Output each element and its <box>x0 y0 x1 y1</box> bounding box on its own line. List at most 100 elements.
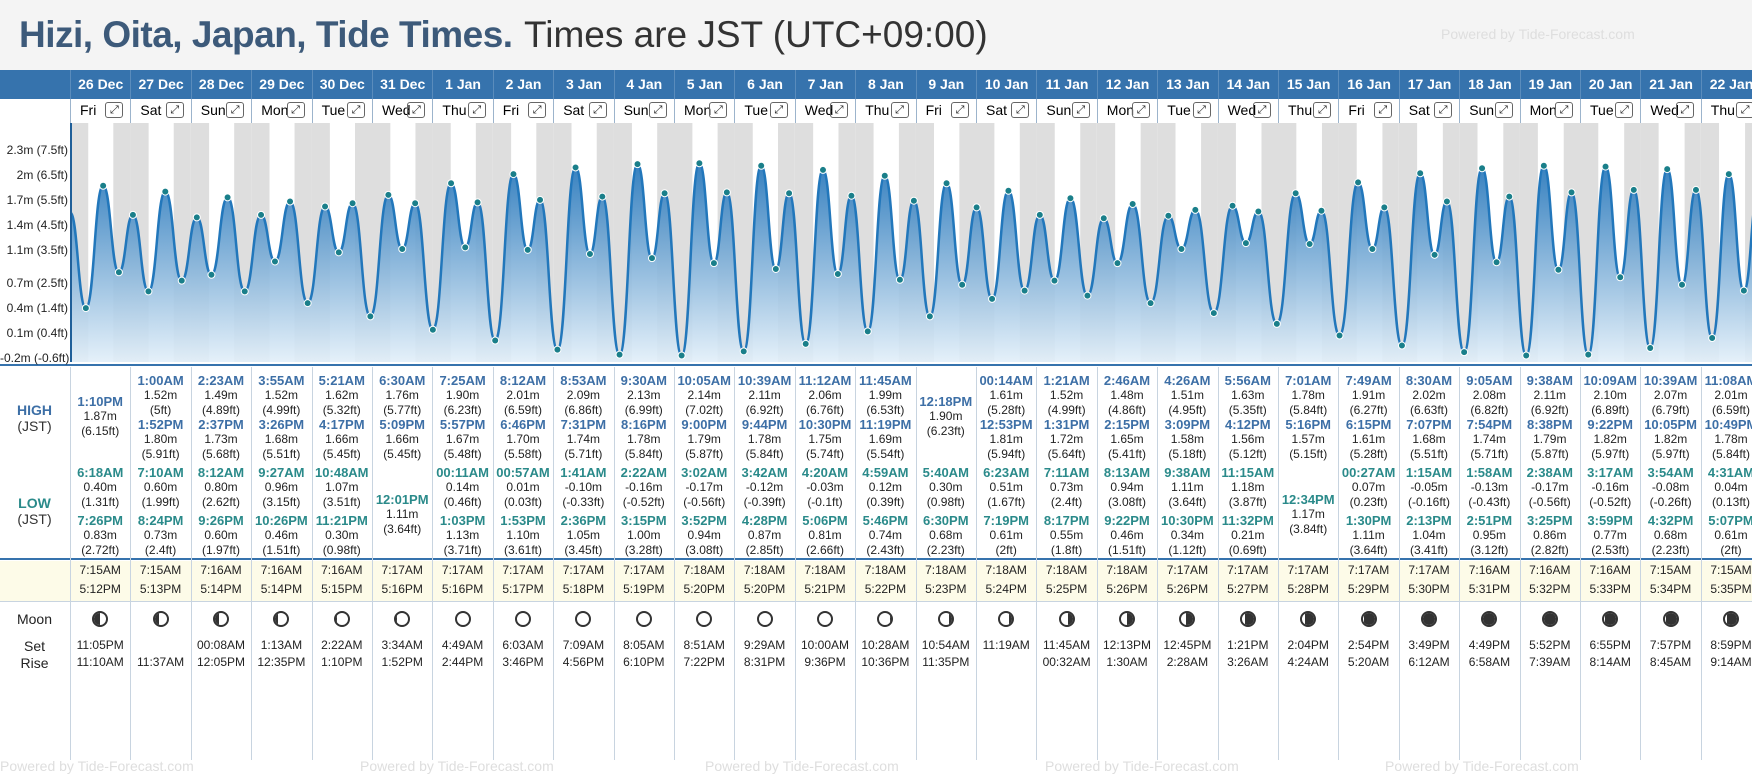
tide-point[interactable] <box>177 276 186 285</box>
expand-icon[interactable]: ⤢ <box>346 102 365 118</box>
tide-point[interactable] <box>1113 259 1122 268</box>
tide-point[interactable] <box>1354 178 1363 187</box>
powered-by-bottom-2[interactable]: Powered by Tide-Forecast.com <box>360 758 554 774</box>
tide-point[interactable] <box>1646 344 1655 353</box>
expand-icon[interactable]: ⤢ <box>1132 102 1151 118</box>
expand-icon[interactable]: ⤢ <box>226 102 245 118</box>
tide-point[interactable] <box>1505 192 1514 201</box>
tide-point[interactable] <box>1492 258 1501 267</box>
tide-point[interactable] <box>447 179 456 188</box>
tide-point[interactable] <box>1397 341 1406 350</box>
tide-point[interactable] <box>128 210 137 219</box>
tide-point[interactable] <box>461 243 470 252</box>
tide-point[interactable] <box>473 198 482 207</box>
expand-icon[interactable]: ⤢ <box>407 102 426 118</box>
tide-point[interactable] <box>1739 286 1748 295</box>
tide-point[interactable] <box>1416 169 1425 178</box>
tide-point[interactable] <box>398 244 407 253</box>
tide-point[interactable] <box>1177 244 1186 253</box>
tide-point[interactable] <box>366 312 375 321</box>
expand-icon[interactable]: ⤢ <box>1675 102 1694 118</box>
tide-point[interactable] <box>895 275 904 284</box>
tide-point[interactable] <box>161 187 170 196</box>
tide-point[interactable] <box>1146 299 1155 308</box>
tide-point[interactable] <box>509 170 518 179</box>
tide-point[interactable] <box>1539 161 1548 170</box>
tide-point[interactable] <box>1035 210 1044 219</box>
tide-point[interactable] <box>1128 200 1137 209</box>
expand-icon[interactable]: ⤢ <box>1071 102 1090 118</box>
tide-point[interactable] <box>1164 211 1173 220</box>
tide-point[interactable] <box>1020 286 1029 295</box>
expand-icon[interactable]: ⤢ <box>1736 102 1752 118</box>
tide-point[interactable] <box>99 181 108 190</box>
tide-point[interactable] <box>585 249 594 258</box>
tide-point[interactable] <box>257 210 266 219</box>
tide-point[interactable] <box>1522 351 1531 360</box>
tide-point[interactable] <box>722 188 731 197</box>
tide-point[interactable] <box>1691 185 1700 194</box>
tide-point[interactable] <box>1254 207 1263 216</box>
tide-point[interactable] <box>1083 291 1092 300</box>
tide-point[interactable] <box>1724 170 1733 179</box>
tide-point[interactable] <box>411 199 420 208</box>
tide-point[interactable] <box>633 160 642 169</box>
tide-point[interactable] <box>818 165 827 174</box>
tide-point[interactable] <box>1567 188 1576 197</box>
tide-point[interactable] <box>321 202 330 211</box>
tide-point[interactable] <box>207 270 216 279</box>
tide-point[interactable] <box>1050 276 1059 285</box>
tide-point[interactable] <box>757 161 766 170</box>
tide-point[interactable] <box>1554 265 1563 274</box>
tide-point[interactable] <box>1663 165 1672 174</box>
tide-point[interactable] <box>1228 201 1237 210</box>
expand-icon[interactable]: ⤢ <box>467 102 486 118</box>
expand-icon[interactable]: ⤢ <box>286 102 305 118</box>
tide-point[interactable] <box>677 351 686 360</box>
expand-icon[interactable]: ⤢ <box>528 102 547 118</box>
tide-point[interactable] <box>660 189 669 198</box>
powered-by-bottom-4[interactable]: Powered by Tide-Forecast.com <box>1045 758 1239 774</box>
tide-point[interactable] <box>428 325 437 334</box>
tide-point[interactable] <box>270 257 279 266</box>
tide-point[interactable] <box>801 339 810 348</box>
tide-point[interactable] <box>615 350 624 359</box>
tide-point[interactable] <box>1430 250 1439 259</box>
tide-point[interactable] <box>81 304 90 313</box>
expand-icon[interactable]: ⤢ <box>1373 102 1392 118</box>
tide-point[interactable] <box>942 179 951 188</box>
expand-icon[interactable]: ⤢ <box>1615 102 1634 118</box>
tide-point[interactable] <box>1708 334 1717 343</box>
tide-point[interactable] <box>847 191 856 200</box>
expand-icon[interactable]: ⤢ <box>1192 102 1211 118</box>
tide-point[interactable] <box>334 248 343 257</box>
powered-by-bottom-3[interactable]: Powered by Tide-Forecast.com <box>705 758 899 774</box>
tide-point[interactable] <box>1616 273 1625 282</box>
tide-point[interactable] <box>348 199 357 208</box>
tide-point[interactable] <box>144 287 153 296</box>
tide-point[interactable] <box>833 269 842 278</box>
expand-icon[interactable]: ⤢ <box>769 102 788 118</box>
tide-point[interactable] <box>114 268 123 277</box>
tide-point[interactable] <box>1584 350 1593 359</box>
tide-point[interactable] <box>1368 244 1377 253</box>
expand-icon[interactable]: ⤢ <box>165 102 184 118</box>
expand-icon[interactable]: ⤢ <box>709 102 728 118</box>
powered-by-bottom-1[interactable]: Powered by Tide-Forecast.com <box>0 758 194 774</box>
tide-point[interactable] <box>739 347 748 356</box>
tide-point[interactable] <box>1291 189 1300 198</box>
tide-point[interactable] <box>1678 280 1687 289</box>
powered-by-bottom-5[interactable]: Powered by Tide-Forecast.com <box>1385 758 1579 774</box>
tide-point[interactable] <box>880 171 889 180</box>
tide-point[interactable] <box>240 287 249 296</box>
powered-by-top[interactable]: Powered by Tide-Forecast.com <box>1441 26 1635 42</box>
tide-point[interactable] <box>647 254 656 263</box>
tide-point[interactable] <box>695 159 704 168</box>
tide-point[interactable] <box>536 195 545 204</box>
tide-point[interactable] <box>709 259 718 268</box>
tide-point[interactable] <box>1305 239 1314 248</box>
tide-point[interactable] <box>571 163 580 172</box>
tide-point[interactable] <box>384 190 393 199</box>
tide-point[interactable] <box>1460 348 1469 357</box>
tide-point[interactable] <box>925 312 934 321</box>
